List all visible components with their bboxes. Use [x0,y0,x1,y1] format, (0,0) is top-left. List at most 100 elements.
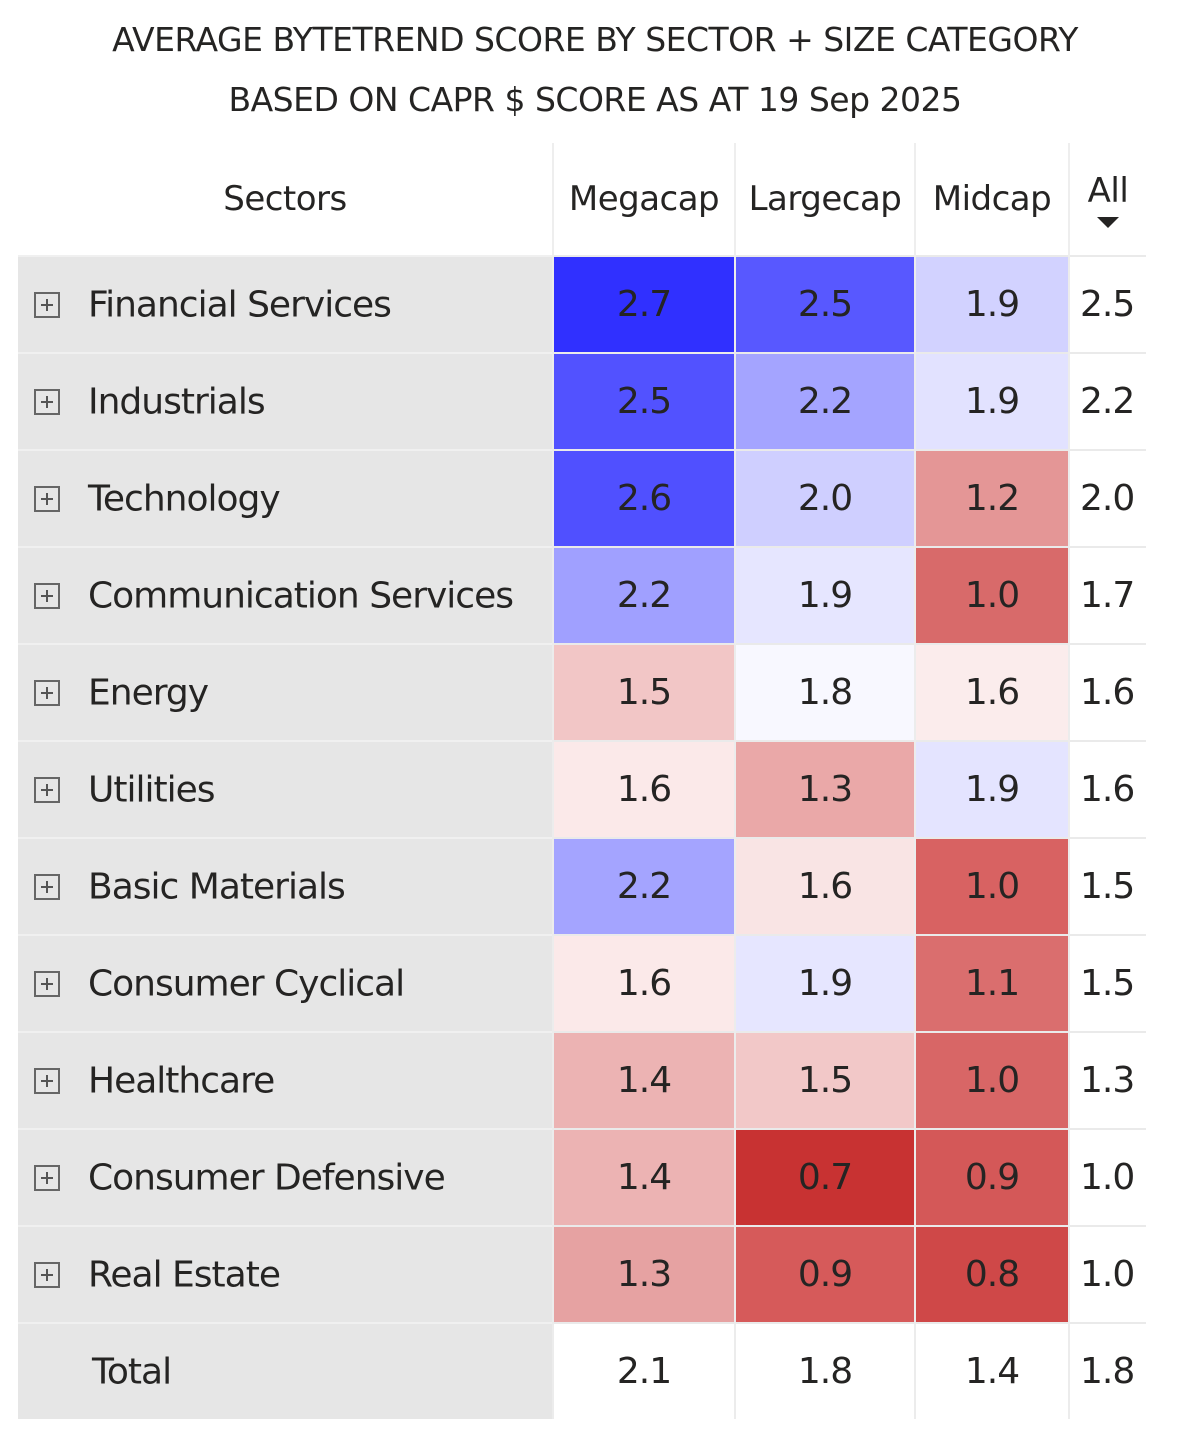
row-label: Utilities [88,769,215,811]
row-header-cell[interactable]: Energy [18,643,553,741]
heatmap-cell: 0.9 [734,1225,915,1323]
row-label: Technology [88,478,281,520]
heatmap-cell: 1.0 [914,1031,1069,1129]
total-label-cell: Total [18,1322,553,1419]
header-all[interactable]: All [1068,143,1146,256]
matrix-row: Energy 1.5 1.8 1.6 1.6 [18,643,1146,741]
heatmap-cell: 2.2 [552,546,735,644]
row-header-cell[interactable]: Utilities [18,740,553,838]
heatmap-cell: 1.5 [552,643,735,741]
heatmap-cell: 1.6 [1068,643,1146,741]
heatmap-cell: 1.6 [734,837,915,935]
row-label: Healthcare [88,1060,275,1102]
expand-icon[interactable] [34,971,60,998]
heatmap-cell: 1.9 [914,255,1069,353]
heatmap-matrix: Sectors Megacap Largecap Midcap All Fina… [18,143,1146,1419]
row-label: Real Estate [88,1254,281,1296]
row-header-cell[interactable]: Financial Services [18,255,553,353]
matrix-row: Utilities 1.6 1.3 1.9 1.6 [18,740,1146,838]
chart-title-line-2: BASED ON CAPR $ SCORE AS AT 19 Sep 2025 [228,80,962,119]
expand-icon[interactable] [34,389,60,416]
matrix-row: Basic Materials 2.2 1.6 1.0 1.5 [18,837,1146,935]
heatmap-cell: 1.1 [914,934,1069,1032]
heatmap-cell: 2.7 [552,255,735,353]
sort-descending-icon[interactable] [1097,216,1119,228]
row-header-cell[interactable]: Consumer Defensive [18,1128,553,1226]
expand-icon[interactable] [34,1068,60,1095]
heatmap-cell: 1.6 [914,643,1069,741]
heatmap-cell: 1.6 [1068,740,1146,838]
matrix-row: Healthcare 1.4 1.5 1.0 1.3 [18,1031,1146,1129]
heatmap-cell: 1.2 [914,449,1069,547]
heatmap-cell: 1.0 [914,546,1069,644]
expand-icon[interactable] [34,486,60,513]
matrix-row: Real Estate 1.3 0.9 0.8 1.0 [18,1225,1146,1323]
heatmap-cell: 1.3 [552,1225,735,1323]
header-midcap[interactable]: Midcap [914,143,1069,256]
heatmap-cell: 1.9 [914,352,1069,450]
expand-icon[interactable] [34,1165,60,1192]
expand-icon[interactable] [34,777,60,804]
heatmap-cell: 1.9 [734,934,915,1032]
expand-icon[interactable] [34,292,60,319]
row-label: Communication Services [88,575,514,617]
matrix-row: Consumer Defensive 1.4 0.7 0.9 1.0 [18,1128,1146,1226]
row-header-cell[interactable]: Technology [18,449,553,547]
heatmap-cell: 2.5 [734,255,915,353]
expand-icon[interactable] [34,1262,60,1289]
heatmap-cell: 1.0 [1068,1225,1146,1323]
heatmap-cell: 1.5 [734,1031,915,1129]
expand-icon[interactable] [34,874,60,901]
header-all-label: All [1087,170,1129,211]
heatmap-cell: 2.5 [552,352,735,450]
matrix-row: Industrials 2.5 2.2 1.9 2.2 [18,352,1146,450]
heatmap-cell: 1.3 [734,740,915,838]
total-row: Total 2.1 1.8 1.4 1.8 [18,1322,1146,1419]
heatmap-cell: 1.6 [552,740,735,838]
row-header-cell[interactable]: Basic Materials [18,837,553,935]
header-largecap[interactable]: Largecap [734,143,915,256]
heatmap-cell: 1.5 [1068,837,1146,935]
expand-icon[interactable] [34,680,60,707]
row-label: Industrials [88,381,266,423]
heatmap-cell: 2.2 [734,352,915,450]
total-cell: 1.8 [1068,1322,1146,1419]
row-label: Consumer Defensive [88,1157,446,1199]
heatmap-cell: 1.4 [552,1031,735,1129]
heatmap-cell: 2.0 [734,449,915,547]
heatmap-cell: 2.2 [552,837,735,935]
row-header-cell[interactable]: Consumer Cyclical [18,934,553,1032]
heatmap-cell: 1.3 [1068,1031,1146,1129]
header-row: Sectors Megacap Largecap Midcap All [18,143,1146,256]
total-label: Total [92,1351,172,1393]
header-megacap[interactable]: Megacap [552,143,735,256]
heatmap-cell: 0.9 [914,1128,1069,1226]
header-sectors[interactable]: Sectors [223,179,347,219]
row-header-cell[interactable]: Industrials [18,352,553,450]
matrix-row: Technology 2.6 2.0 1.2 2.0 [18,449,1146,547]
matrix-row: Consumer Cyclical 1.6 1.9 1.1 1.5 [18,934,1146,1032]
heatmap-cell: 2.5 [1068,255,1146,353]
expand-icon[interactable] [34,583,60,610]
heatmap-cell: 1.0 [914,837,1069,935]
heatmap-cell: 1.6 [552,934,735,1032]
row-label: Basic Materials [88,866,346,908]
row-header-cell[interactable]: Real Estate [18,1225,553,1323]
row-label: Financial Services [88,284,392,326]
heatmap-cell: 1.9 [734,546,915,644]
matrix-row: Communication Services 2.2 1.9 1.0 1.7 [18,546,1146,644]
chart-title-line-1: AVERAGE BYTETREND SCORE BY SECTOR + SIZE… [112,20,1078,59]
total-cell: 1.8 [734,1322,915,1419]
matrix-row: Financial Services 2.7 2.5 1.9 2.5 [18,255,1146,353]
heatmap-cell: 1.9 [914,740,1069,838]
heatmap-cell: 1.5 [1068,934,1146,1032]
heatmap-cell: 2.2 [1068,352,1146,450]
row-header-cell[interactable]: Communication Services [18,546,553,644]
row-label: Consumer Cyclical [88,963,405,1005]
heatmap-cell: 0.8 [914,1225,1069,1323]
row-label: Energy [88,672,209,714]
heatmap-cell: 1.4 [552,1128,735,1226]
heatmap-cell: 0.7 [734,1128,915,1226]
row-header-cell[interactable]: Healthcare [18,1031,553,1129]
heatmap-cell: 2.6 [552,449,735,547]
